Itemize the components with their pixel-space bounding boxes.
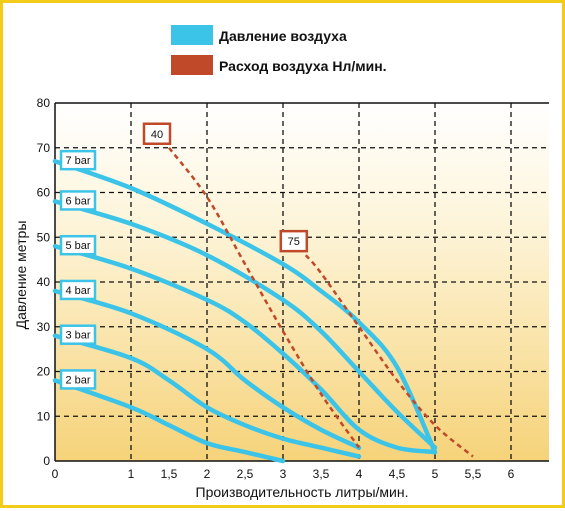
y-tick-label: 0	[43, 454, 50, 468]
pressure-label: 5 bar	[65, 240, 90, 252]
pressure-label: 4 bar	[65, 285, 90, 297]
pressure-label-box	[59, 324, 97, 345]
pressure-curve-7-bar	[52, 158, 438, 455]
x-tick-label: 1,5	[161, 467, 178, 481]
y-tick-label: 20	[37, 365, 51, 379]
airflow-curve-40	[168, 147, 361, 449]
x-tick-label: 2,5	[237, 467, 254, 481]
x-tick-label: 5,5	[465, 467, 482, 481]
series-labels: 7 bar 6 bar 5 bar 4 bar 3 bar 2 bar 40 75	[59, 122, 309, 390]
pressure-label-box	[59, 234, 97, 256]
x-tick-label: 4	[356, 467, 363, 481]
y-tick-label: 60	[37, 186, 51, 200]
pressure-curve-3-bar	[52, 333, 362, 459]
pressure-curves	[52, 158, 438, 464]
legend-label-air-pressure: Давление воздуха	[219, 28, 347, 44]
pressure-label: 3 bar	[65, 330, 90, 342]
legend: Давление воздуха Расход воздуха Нл/мин.	[171, 25, 387, 75]
pressure-curve-2-bar	[52, 378, 286, 464]
airflow-label: 40	[151, 129, 163, 141]
legend-label-air-flow: Расход воздуха Нл/мин.	[219, 58, 387, 74]
pressure-label: 2 bar	[65, 374, 90, 386]
pressure-curve-5-bar	[52, 243, 438, 455]
x-tick-label: 0	[52, 467, 59, 481]
x-tick-label: 6	[508, 467, 515, 481]
x-tick-label: 4,5	[389, 467, 406, 481]
y-axis-title: Давление метры	[13, 221, 29, 330]
y-tick-label: 70	[37, 141, 51, 155]
pressure-label-box	[59, 369, 97, 390]
pressure-label-box	[59, 190, 97, 211]
x-tick-label: 3,5	[313, 467, 330, 481]
pressure-curve-4-bar	[52, 288, 362, 450]
pressure-label-box	[59, 149, 97, 171]
legend-swatch-air-flow	[171, 55, 213, 75]
x-tick-label: 5	[432, 467, 439, 481]
pressure-label: 7 bar	[65, 155, 90, 167]
y-tick-label: 40	[37, 275, 51, 289]
y-tick-label: 50	[37, 230, 51, 244]
pressure-label-box	[59, 279, 97, 301]
x-tick-label: 2	[204, 467, 211, 481]
y-tick-label: 30	[37, 320, 51, 334]
pressure-curve-6-bar	[52, 199, 438, 450]
airflow-curve-75	[304, 254, 474, 458]
airflow-label-box	[142, 122, 172, 145]
pressure-label: 6 bar	[65, 195, 90, 207]
x-tick-label: 1	[128, 467, 135, 481]
y-tick-label: 80	[37, 96, 51, 110]
airflow-label: 75	[288, 236, 300, 248]
x-tick-label: 3	[280, 467, 287, 481]
legend-swatch-air-pressure	[171, 25, 213, 45]
x-axis-title: Производительность литры/мин.	[196, 484, 409, 500]
airflow-label-box	[279, 229, 309, 253]
airflow-curves	[168, 147, 474, 458]
y-tick-label: 10	[37, 409, 51, 423]
